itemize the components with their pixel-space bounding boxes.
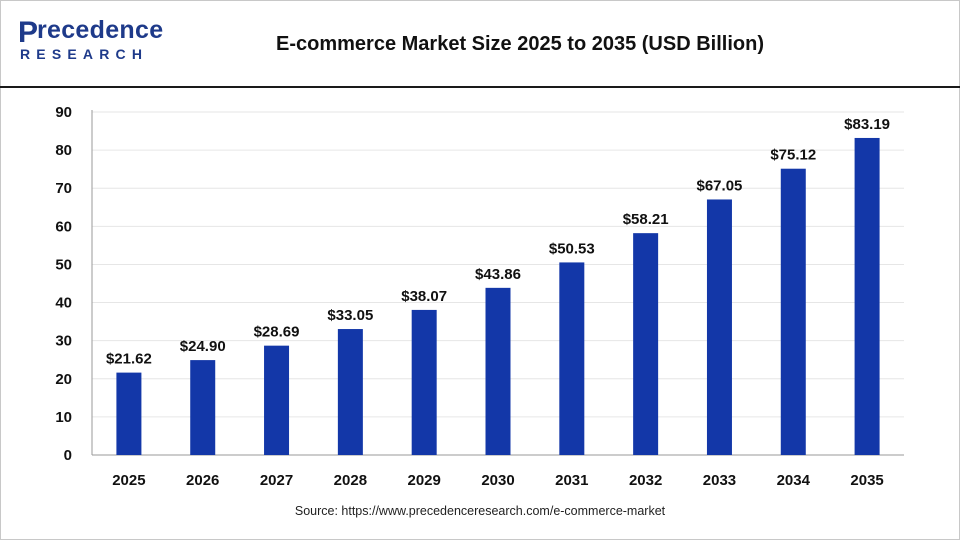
x-tick-label: 2033	[703, 472, 736, 489]
x-tick-label: 2034	[777, 472, 811, 489]
logo-wordmark: recedence	[37, 16, 164, 44]
x-tick-label: 2028	[334, 472, 367, 489]
data-label: $38.07	[401, 288, 447, 305]
bar	[190, 360, 216, 455]
chart-header: P recedence RESEARCH E-commerce Market S…	[0, 0, 960, 88]
y-tick-label: 0	[64, 447, 72, 464]
x-tick-label: 2025	[112, 472, 145, 489]
data-label: $43.86	[475, 266, 521, 283]
bar	[116, 372, 142, 455]
data-label: $21.62	[106, 351, 152, 368]
y-tick-label: 10	[55, 409, 72, 426]
precedence-research-logo: P recedence RESEARCH	[18, 14, 168, 66]
x-tick-label: 2030	[481, 472, 514, 489]
source-note: Source: https://www.precedenceresearch.c…	[294, 504, 666, 518]
logo-subtitle: RESEARCH	[20, 46, 149, 62]
y-tick-label: 70	[55, 180, 72, 197]
bar	[633, 233, 659, 455]
data-label: $75.12	[770, 147, 816, 164]
y-tick-label: 90	[55, 104, 72, 121]
y-tick-label: 30	[55, 333, 72, 350]
logo-initial: P	[18, 16, 39, 49]
x-tick-label: 2035	[850, 472, 883, 489]
data-label: $83.19	[844, 116, 890, 133]
x-tick-label: 2032	[629, 472, 662, 489]
bar	[411, 309, 437, 455]
bar	[780, 168, 806, 455]
data-label: $24.90	[180, 338, 226, 355]
x-tick-label: 2027	[260, 472, 293, 489]
chart-title: E-commerce Market Size 2025 to 2035 (USD…	[276, 33, 764, 55]
bar-chart: 0102030405060708090$21.622025$24.902026$…	[55, 104, 904, 489]
bar	[337, 329, 363, 455]
bar	[264, 345, 290, 455]
y-tick-label: 50	[55, 256, 72, 273]
y-tick-label: 20	[55, 371, 72, 388]
y-tick-label: 60	[55, 218, 72, 235]
bar	[485, 287, 511, 455]
x-tick-label: 2026	[186, 472, 219, 489]
data-label: $50.53	[549, 240, 595, 257]
data-label: $67.05	[697, 177, 743, 194]
data-label: $33.05	[327, 307, 373, 324]
data-label: $58.21	[623, 211, 669, 228]
bar	[706, 199, 732, 455]
x-tick-label: 2029	[407, 472, 440, 489]
y-tick-label: 40	[55, 295, 72, 312]
y-tick-label: 80	[55, 142, 72, 159]
data-label: $28.69	[254, 324, 300, 341]
bar	[559, 262, 585, 455]
bar	[854, 137, 880, 455]
x-tick-label: 2031	[555, 472, 588, 489]
